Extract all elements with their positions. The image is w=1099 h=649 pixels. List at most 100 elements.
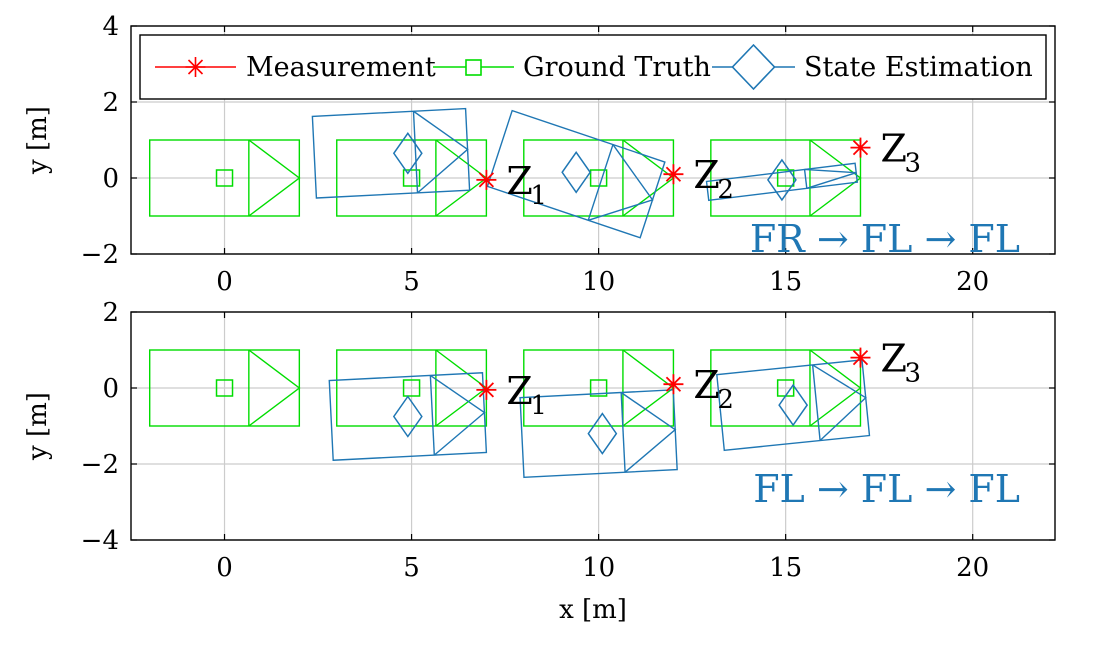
top-x-ticks: 0 5 10 15 20 <box>216 26 989 297</box>
top-measurement-subscript: 3 <box>904 149 921 179</box>
top-x-tick-label: 5 <box>403 267 420 297</box>
top-estimate-heading <box>804 168 857 189</box>
measurement-stroke <box>665 166 682 182</box>
top-truth-marker <box>589 169 608 187</box>
top-y-axis-label: y [m] <box>23 106 53 175</box>
top-x-tick-label: 10 <box>582 267 615 297</box>
top-estimate-divider <box>587 144 614 221</box>
top-measurement-marker <box>663 164 684 185</box>
top-estimate-divider <box>803 169 808 189</box>
legend: Measurement Ground Truth State Estimatio… <box>139 34 1047 100</box>
top-truth-marker <box>402 169 421 187</box>
top-x-tick-label: 0 <box>216 267 233 297</box>
top-estimate-heading <box>413 110 469 194</box>
bottom-annotation: FL → FL → FL <box>753 467 1020 511</box>
measurement-stroke <box>478 382 495 398</box>
top-measurement-label: Z <box>506 159 532 203</box>
measurement-stroke <box>665 376 682 392</box>
bottom-estimate-divider <box>429 375 435 456</box>
top-plot-frame <box>130 25 1056 255</box>
legend-state-estimation-label: State Estimation <box>804 52 1033 83</box>
top-state-estimation <box>311 107 859 239</box>
x-axis-label: x [m] <box>559 595 627 625</box>
bottom-x-tick-label: 15 <box>769 553 802 583</box>
legend-state-estimation-marker <box>731 43 776 91</box>
bottom-y-axis-label: y [m] <box>23 392 53 461</box>
top-y-tick-label: 4 <box>102 12 119 42</box>
bottom-y-tick-label: 2 <box>102 298 119 328</box>
top-truth-marker <box>215 169 234 187</box>
top-truth-heading <box>248 139 301 217</box>
bottom-measurement-label: Z <box>693 363 719 407</box>
bottom-x-ticks: 0 5 10 15 20 <box>216 312 989 583</box>
top-measurement-subscript: 1 <box>530 181 547 211</box>
legend-measurement-marker <box>185 57 206 77</box>
top-truth-marker <box>776 169 795 187</box>
bottom-measurement-label: Z <box>506 369 532 413</box>
bottom-x-tick-label: 10 <box>582 553 615 583</box>
bottom-estimate-marker <box>392 395 423 438</box>
bottom-measurement-marker <box>663 374 684 395</box>
top-measurement-subscript: 2 <box>717 175 734 205</box>
top-measurement-label: Z <box>693 153 719 197</box>
legend-ground-truth-marker <box>465 59 482 76</box>
bottom-estimate-divider <box>811 364 821 441</box>
top-estimate-marker <box>561 150 592 194</box>
bottom-measurement-label: Z <box>880 337 906 381</box>
top-estimate-divider <box>412 111 419 193</box>
top-measurement-label: Z <box>880 127 906 171</box>
bottom-measurement-subscript: 3 <box>904 359 921 389</box>
measurement-stroke <box>478 172 495 188</box>
top-estimate-marker <box>392 131 423 175</box>
top-y-tick-label: −2 <box>81 240 119 270</box>
bottom-y-tick-label: −2 <box>81 450 119 480</box>
bottom-estimate-heading <box>620 391 677 473</box>
bottom-estimate-marker <box>778 383 809 427</box>
top-measurement-marker <box>850 137 871 158</box>
bottom-y-tick-label: −4 <box>81 526 119 556</box>
top-estimate-box <box>311 107 471 199</box>
bottom-measurement-subscript: 2 <box>717 385 734 415</box>
bottom-y-tick-label: 0 <box>102 374 119 404</box>
bottom-truth-marker <box>215 379 234 397</box>
legend-ground-truth-label: Ground Truth <box>523 52 711 83</box>
measurement-stroke <box>852 139 869 156</box>
bottom-estimate-divider <box>620 392 626 473</box>
legend-box <box>139 34 1047 100</box>
top-x-tick-label: 15 <box>769 267 802 297</box>
bottom-estimate-marker <box>587 412 618 455</box>
top-y-tick-label: 0 <box>102 164 119 194</box>
bottom-y-ticks: −4 −2 0 2 <box>81 298 1055 556</box>
bottom-estimate-heading <box>429 374 486 456</box>
bottom-truth-marker <box>402 379 421 397</box>
legend-measurement-label: Measurement <box>246 52 436 83</box>
top-y-tick-label: 2 <box>102 88 119 118</box>
bottom-x-tick-label: 20 <box>956 553 989 583</box>
top-truth-heading <box>809 139 862 217</box>
bottom-estimate-box <box>716 359 871 452</box>
top-x-tick-label: 20 <box>956 267 989 297</box>
bottom-x-tick-label: 5 <box>403 553 420 583</box>
bottom-measurement-marker <box>850 347 871 368</box>
bottom-x-tick-label: 0 <box>216 553 233 583</box>
top-estimate-heading <box>588 144 654 221</box>
top-estimate-marker <box>766 158 797 202</box>
bottom-measurement-subscript: 1 <box>530 391 547 421</box>
bottom-plot-frame <box>130 311 1056 541</box>
bottom-truth-heading <box>248 349 301 427</box>
bottom-state-estimation <box>328 359 871 479</box>
bottom-truth-marker <box>589 379 608 397</box>
bottom-estimate-box <box>328 372 488 461</box>
bottom-truth-heading <box>809 349 862 427</box>
measurement-stroke <box>852 349 869 366</box>
top-annotation: FR → FL → FL <box>750 217 1020 261</box>
bottom-estimate-heading <box>812 364 867 442</box>
bottom-measurement-marker <box>476 379 497 400</box>
top-measurement-marker <box>476 169 497 190</box>
top-y-ticks: −2 0 2 4 <box>81 12 1055 270</box>
